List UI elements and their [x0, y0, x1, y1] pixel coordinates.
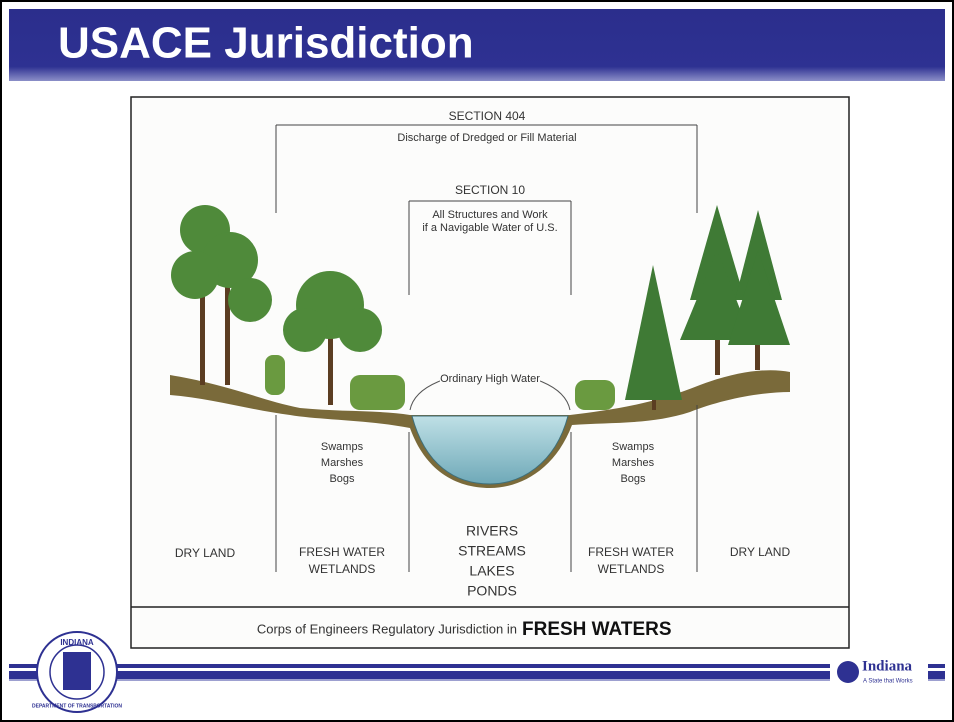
- zone-label: WETLANDS: [598, 562, 665, 576]
- section-404-desc: Discharge of Dredged or Fill Material: [397, 132, 576, 144]
- zone-label: DRY LAND: [730, 545, 791, 559]
- zone-label: FRESH WATER: [588, 545, 674, 559]
- slide: USACE Jurisdiction SECTION 404 Discharge…: [0, 0, 954, 722]
- wetland-type: Bogs: [329, 473, 355, 485]
- wetland-type: Marshes: [321, 457, 364, 469]
- section-404-title: SECTION 404: [449, 109, 526, 123]
- wetland-type: Bogs: [620, 473, 646, 485]
- logo-text: INDIANA: [60, 638, 94, 647]
- indiana-name: Indiana: [862, 658, 913, 674]
- wetland-type: Marshes: [612, 457, 655, 469]
- footer-stripes: [9, 664, 945, 681]
- ordinary-high-water: Ordinary High Water: [440, 373, 540, 385]
- zone-label: WETLANDS: [309, 562, 376, 576]
- wetland-type: Swamps: [321, 441, 364, 453]
- logo-ring: DEPARTMENT OF TRANSPORTATION: [32, 703, 122, 709]
- zone-label: RIVERS: [466, 523, 518, 539]
- zone-label: STREAMS: [458, 543, 526, 559]
- indiana-logo: Indiana A State that Works: [830, 657, 928, 687]
- zone-label: DRY LAND: [175, 546, 236, 560]
- section-10-desc: All Structures and Work: [432, 209, 548, 221]
- wetland-type: Swamps: [612, 441, 655, 453]
- caption-emphasis: FRESH WATERS: [522, 619, 672, 640]
- zone-label: PONDS: [467, 583, 517, 599]
- zone-label: FRESH WATER: [299, 545, 385, 559]
- caption: Corps of Engineers Regulatory Jurisdicti…: [257, 621, 517, 636]
- indiana-tagline: A State that Works: [863, 679, 913, 685]
- diagram: SECTION 404 Discharge of Dredged or Fill…: [131, 97, 849, 648]
- section-10-title: SECTION 10: [455, 183, 525, 197]
- section-10-desc: if a Navigable Water of U.S.: [422, 222, 557, 234]
- zone-label: LAKES: [469, 563, 514, 579]
- title: USACE Jurisdiction: [58, 19, 474, 68]
